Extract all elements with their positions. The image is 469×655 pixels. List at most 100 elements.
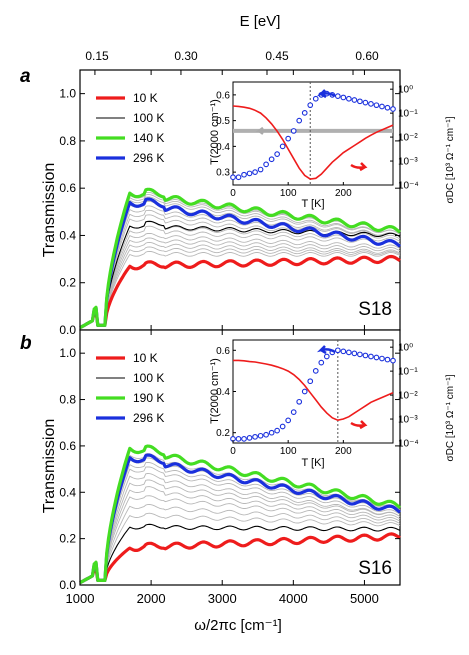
- inset-right-tick-label: 10⁰: [398, 85, 413, 96]
- inset-b-curves: 0 100 200 0.2 0.4 0.6 10⁰ 10⁻¹ 10⁻² 10⁻³ 10⁻⁴: [216, 340, 419, 457]
- background-curve: [79, 466, 401, 584]
- inset-right-tick-label: 10⁻⁴: [398, 439, 419, 450]
- background-curve: [79, 196, 401, 329]
- inset-transmission-point: [290, 409, 297, 415]
- inset-transmission-point: [257, 432, 264, 439]
- inset-x-tick-label: 0: [230, 188, 236, 199]
- x-tick-label: 1000: [66, 591, 95, 606]
- background-curve: [79, 453, 401, 584]
- inset-transmission-point: [285, 135, 292, 142]
- panel-b-sample-label: S16: [358, 558, 392, 579]
- inset-transmission-point: [268, 156, 275, 163]
- inset-transmission-point: [362, 352, 369, 359]
- legend-label: 296 K: [133, 411, 164, 425]
- inset-x-tick-label: 0: [230, 446, 236, 457]
- inset-transmission-point: [296, 398, 303, 405]
- inset-y-tick-label: 0.3: [216, 168, 230, 179]
- inset-right-tick-label: 10⁻¹: [398, 109, 418, 120]
- inset-x-tick-label: 200: [335, 188, 352, 199]
- background-curve: [79, 232, 401, 329]
- inset-transmission-point: [340, 348, 347, 355]
- y-tick-label: 0.8: [59, 134, 76, 148]
- series-line-10k: [79, 532, 401, 585]
- inset-transmission-point: [362, 99, 369, 106]
- inset-y-tick-label: 0.5: [216, 116, 230, 127]
- panel-a-y-label: Transmission: [41, 163, 58, 258]
- inset-a-curves: 0 100 200 0.3 0.4 0.5 0.6 10⁰ 10⁻¹ 10⁻² 10⁻³ 10⁻⁴: [216, 82, 419, 199]
- inset-a-right-label: σDC [10³ Ω⁻¹ cm⁻¹]: [445, 116, 456, 203]
- background-curve: [79, 495, 401, 584]
- inset-transmission-point: [268, 429, 275, 436]
- y-tick-label: 1.0: [59, 87, 76, 101]
- inset-transmission-point: [241, 171, 247, 178]
- inset-b-y-label: T(2000 cm⁻¹): [209, 358, 221, 424]
- inset-transmission-point: [351, 350, 358, 357]
- inset-transmission-point: [312, 95, 319, 102]
- inset-transmission-point: [301, 388, 308, 395]
- inset-right-tick-label: 10⁻⁴: [398, 181, 419, 192]
- legend-label: 10 K: [133, 91, 158, 105]
- inset-transmission-point: [379, 355, 385, 362]
- panel-b: 0.00.20.40.60.81.0 b Transmission 10 K10…: [20, 329, 456, 592]
- panel-b-inset: 0 100 200 0.2 0.4 0.6 10⁰ 10⁻¹ 10⁻² 10⁻³ 10⁻⁴ T(20…: [209, 339, 456, 469]
- inset-transmission-point: [368, 353, 374, 360]
- background-curve: [79, 479, 401, 584]
- top-tick-3: 0.45: [265, 49, 289, 63]
- inset-transmission-point: [346, 95, 352, 102]
- x-tick-label: 4000: [279, 591, 308, 606]
- inset-transmission-point: [357, 351, 363, 358]
- background-curve: [79, 209, 401, 329]
- red-arrow-icon: [350, 162, 368, 172]
- inset-b-right-label: σDC [10³ Ω⁻¹ cm⁻¹]: [445, 374, 456, 461]
- inset-transmission-point: [318, 359, 325, 366]
- top-tick-1: 0.15: [85, 49, 109, 63]
- inset-sigma-curve: [233, 359, 394, 422]
- inset-transmission-point: [301, 110, 308, 116]
- background-curve: [79, 246, 401, 329]
- inset-transmission-point: [334, 93, 341, 100]
- panel-b-legend: 10 K 100 K 190 K 296 K: [96, 351, 164, 425]
- legend-label: 100 K: [133, 111, 164, 125]
- blue-arrow-icon: [316, 89, 336, 99]
- inset-transmission-point: [246, 435, 253, 441]
- panel-a: 0.00.20.40.60.81.0 a Transmission 10 K10…: [20, 66, 456, 337]
- blue-arrow-icon: [316, 345, 336, 355]
- y-tick-label: 1.0: [59, 346, 76, 360]
- y-tick-label: 0.2: [59, 532, 76, 546]
- x-axis-label: ω/2πc [cm⁻¹]: [194, 617, 281, 634]
- inset-transmission-point: [373, 102, 380, 109]
- inset-x-tick-label: 100: [280, 446, 297, 457]
- y-tick-label: 0.4: [59, 485, 76, 499]
- inset-right-tick-label: 10⁻³: [398, 415, 418, 426]
- inset-transmission-point: [357, 98, 363, 105]
- panel-a-inset: 0 100 200 0.3 0.4 0.5 0.6 10⁰ 10⁻¹ 10⁻² 10⁻³ 10⁻⁴ T…: [209, 81, 456, 210]
- inset-transmission-point: [384, 356, 391, 363]
- inset-transmission-point: [390, 106, 396, 112]
- inset-right-tick-label: 10⁰: [398, 343, 413, 354]
- panel-b-letter: b: [20, 333, 32, 354]
- inset-transmission-point: [296, 117, 303, 124]
- y-tick-label: 0.6: [59, 181, 76, 195]
- inset-transmission-point: [274, 427, 280, 434]
- inset-y-tick-label: 0.2: [216, 428, 230, 439]
- inset-right-tick-label: 10⁻³: [398, 157, 418, 168]
- x-tick-label: 2000: [137, 591, 166, 606]
- series-line-140k: [79, 187, 401, 330]
- inset-right-tick-label: 10⁻²: [398, 391, 418, 402]
- top-tick-2: 0.30: [174, 49, 198, 63]
- inset-transmission-point: [373, 354, 380, 361]
- y-tick-label: 0.8: [59, 393, 76, 407]
- red-arrow-icon: [350, 420, 368, 430]
- background-curve: [79, 512, 401, 584]
- legend-label: 296 K: [133, 151, 164, 165]
- inset-transmission-point: [230, 174, 236, 181]
- series-line-100k: [79, 220, 401, 329]
- legend-label: 140 K: [133, 131, 164, 145]
- panel-a-curves: [79, 187, 401, 330]
- panel-b-y-ticks: 0.0 0.2 0.4 0.6 0.8 1.0: [59, 346, 400, 592]
- background-curve: [79, 486, 401, 584]
- y-tick-label: 0.2: [59, 276, 76, 290]
- inset-sigma-curve: [232, 105, 394, 180]
- inset-transmission-point: [323, 353, 330, 360]
- inset-transmission-point: [307, 378, 314, 385]
